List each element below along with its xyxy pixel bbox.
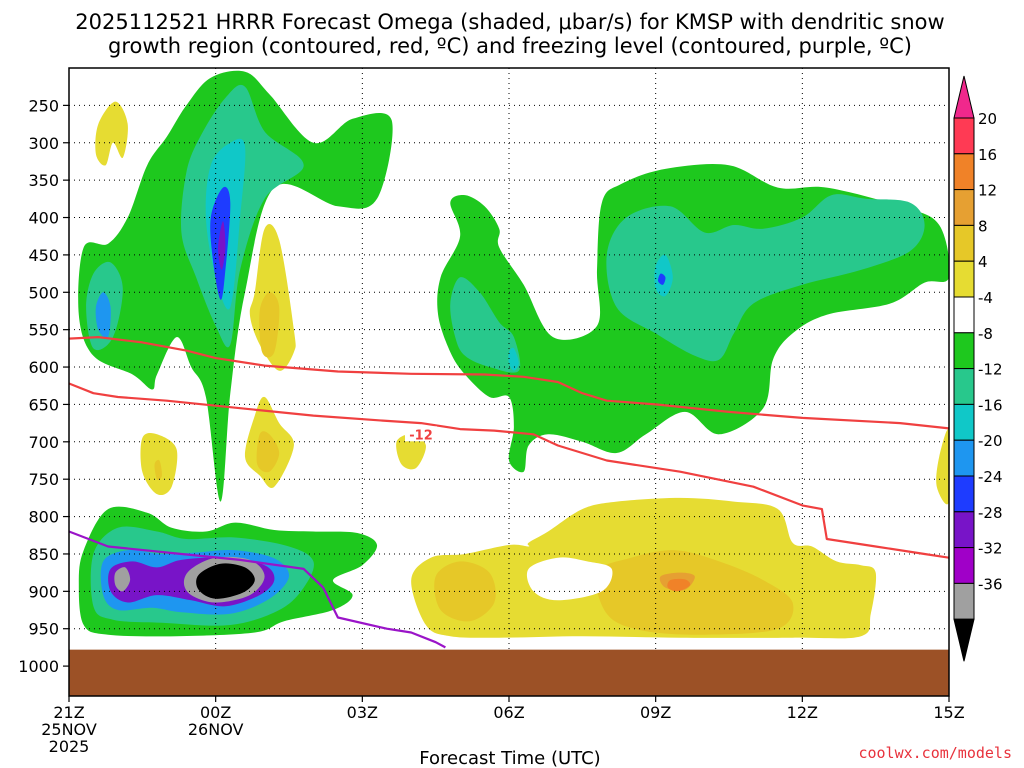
- omega-region-descent-lower-mid-inner: [256, 431, 280, 473]
- colorbar-label: -12: [978, 361, 1003, 379]
- colorbar-label: 16: [978, 146, 997, 164]
- y-tick-label: 850: [28, 545, 59, 564]
- colorbar-top-arrow: [953, 75, 975, 119]
- colorbar-legend: 20 16 12 8 4 -4 -8 -12 -16 -20 -24 -28 -32 -36: [953, 75, 1003, 662]
- contour-dgz-upper-m12: [69, 336, 949, 430]
- colorbar-label: 8: [978, 217, 988, 235]
- y-tick-label: 550: [28, 321, 59, 340]
- omega-region-low-descent-peak: [667, 578, 691, 592]
- colorbar-swatch: [953, 296, 975, 334]
- colorbar-swatch: [953, 439, 975, 477]
- colorbar-label: -28: [978, 504, 1003, 522]
- ground-terrain: [69, 649, 949, 696]
- colorbar-swatch: [953, 475, 975, 513]
- y-tick-label: 500: [28, 283, 59, 302]
- chart-title-line2: growth region (contoured, red, ºC) and f…: [108, 34, 912, 58]
- contour-label-m12: -12: [409, 428, 433, 443]
- omega-region-midday-core-c: [658, 273, 666, 285]
- colorbar-label: 4: [978, 253, 988, 271]
- omega-region-descent-mid-small: [396, 434, 426, 470]
- colorbar-label: -8: [978, 325, 993, 343]
- contour-dgz-lower-m12: [69, 382, 949, 559]
- contour-freezing-level: [69, 530, 446, 649]
- colorbar-swatch: [953, 189, 975, 226]
- x-tick-label: 06Z: [493, 703, 524, 722]
- omega-region-low-ascent-gray-left: [114, 567, 131, 592]
- omega-region-gap-white: [526, 557, 613, 601]
- y-tick-label: 700: [28, 433, 59, 452]
- y-tick-label: 750: [28, 470, 59, 489]
- colorbar-label: -16: [978, 396, 1003, 414]
- y-tick-label: 400: [28, 209, 59, 228]
- colorbar-swatch: [953, 153, 975, 191]
- contour-lines-layer: -12: [69, 336, 949, 649]
- colorbar-label: -20: [978, 432, 1003, 450]
- colorbar-bottom-arrow: [953, 618, 975, 662]
- omega-region-descent-left-small-inner: [154, 459, 162, 480]
- colorbar-swatch: [953, 582, 975, 620]
- colorbar-swatch: [953, 368, 975, 405]
- colorbar-label: 20: [978, 110, 997, 128]
- omega-region-midday-ascent-2: [450, 277, 521, 373]
- colorbar-swatch: [953, 260, 975, 298]
- x-tick-label: 15Z: [933, 703, 964, 722]
- x-tick-year: 2025: [49, 737, 90, 756]
- omega-region-low-descent-inner: [434, 561, 496, 622]
- omega-region-midday-ascent-2b: [606, 194, 925, 362]
- chart-title-line1: 2025112521 HRRR Forecast Omega (shaded, …: [75, 10, 944, 34]
- colorbar-label: -4: [978, 289, 993, 307]
- colorbar-swatch: [953, 332, 975, 370]
- omega-region-upper-ascent-peak: [218, 221, 226, 270]
- omega-region-upper-ascent-core: [180, 84, 304, 348]
- omega-region-descent-upper-left: [95, 101, 128, 166]
- y-tick-label: 600: [28, 358, 59, 377]
- y-axis: 250 300 350 400 450 500 550 600 650 700 750 800 850 9…: [18, 96, 69, 676]
- x-axis-title: Forecast Time (UTC): [419, 748, 600, 768]
- x-tick-label: 09Z: [640, 703, 671, 722]
- colorbar-swatch: [953, 224, 975, 262]
- omega-region-left-core-inner: [95, 292, 111, 339]
- omega-region-descent-mid-right-inner: [259, 292, 280, 358]
- omega-region-low-descent-inner-b: [595, 550, 794, 635]
- y-tick-label: 650: [28, 395, 59, 414]
- x-tick-date: 25NOV: [41, 720, 97, 739]
- colorbar-swatch: [953, 547, 975, 584]
- colorbar-label: -32: [978, 540, 1003, 558]
- y-tick-label: 450: [28, 246, 59, 265]
- x-tick-label: 12Z: [787, 703, 818, 722]
- y-tick-label: 1000: [18, 657, 59, 676]
- omega-region-descent-right-edge: [936, 429, 949, 505]
- omega-region-midday-core-b: [508, 347, 519, 371]
- colorbar-swatch: [953, 117, 975, 155]
- contour-label-bg: [405, 426, 437, 442]
- colorbar-label: -24: [978, 468, 1003, 486]
- colorbar-swatch: [953, 403, 975, 441]
- colorbar-label: 12: [978, 182, 997, 200]
- y-tick-label: 300: [28, 134, 59, 153]
- gridlines: [68, 68, 950, 696]
- y-tick-label: 250: [28, 96, 59, 115]
- colorbar-swatch: [953, 511, 975, 549]
- omega-region-low-ascent-black: [196, 563, 255, 599]
- x-tick-label: 03Z: [347, 703, 378, 722]
- y-tick-label: 900: [28, 582, 59, 601]
- y-tick-label: 350: [28, 171, 59, 190]
- x-tick-date: 26NOV: [188, 720, 244, 739]
- credit-link[interactable]: coolwx.com/models: [858, 744, 1012, 762]
- x-tick-label: 21Z: [53, 703, 84, 722]
- colorbar-label: -36: [978, 575, 1003, 593]
- y-tick-label: 950: [28, 620, 59, 639]
- x-tick-label: 00Z: [200, 703, 231, 722]
- y-tick-label: 800: [28, 508, 59, 527]
